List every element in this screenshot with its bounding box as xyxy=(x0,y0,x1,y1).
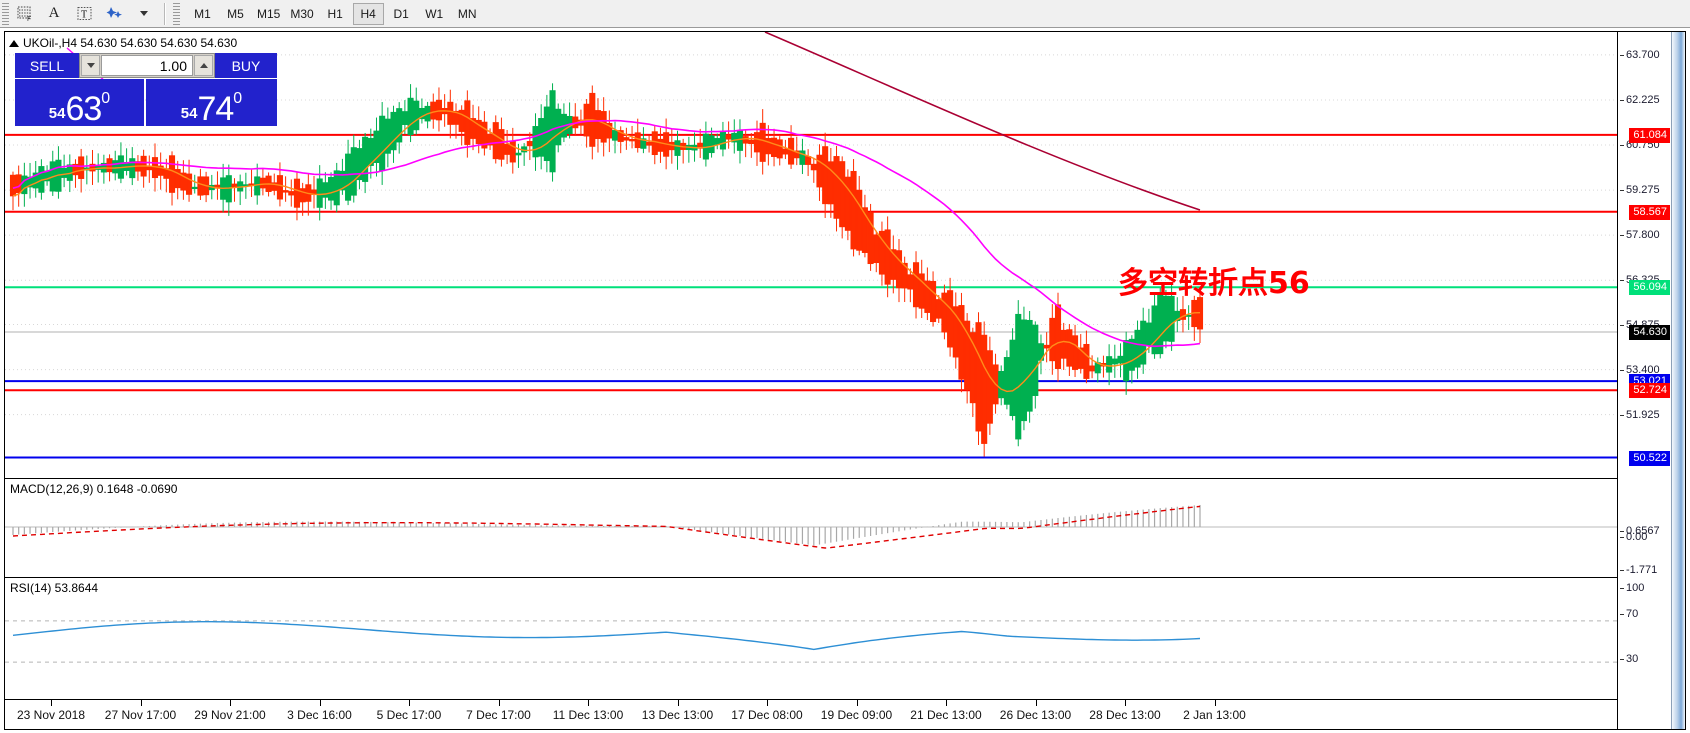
timeframe-d1[interactable]: D1 xyxy=(393,6,409,21)
rsi-tick: 100 xyxy=(1620,581,1670,595)
toolbar-divider xyxy=(164,2,166,25)
indicator-list-icon[interactable]: F xyxy=(9,1,39,27)
time-axis-label: 3 Dec 16:00 xyxy=(287,708,352,722)
time-axis-label: 11 Dec 13:00 xyxy=(552,708,624,722)
buy-price-main: 74 xyxy=(197,90,234,128)
time-axis-label: 28 Dec 13:00 xyxy=(1089,708,1161,722)
svg-text:F: F xyxy=(27,16,31,22)
timeframe-w1[interactable]: W1 xyxy=(425,6,444,21)
macd-label: MACD(12,26,9) 0.1648 -0.0690 xyxy=(10,482,178,496)
macd-pane[interactable]: MACD(12,26,9) 0.1648 -0.0690 xyxy=(5,478,1618,575)
time-tick xyxy=(1214,700,1216,706)
rsi-label: RSI(14) 53.8644 xyxy=(10,581,99,595)
collapse-triangle-icon[interactable] xyxy=(9,39,19,47)
time-axis-label: 29 Nov 21:00 xyxy=(194,708,266,722)
time-axis-label: 27 Nov 17:00 xyxy=(104,708,177,722)
timeframe-m30[interactable]: M30 xyxy=(290,6,314,21)
sell-button[interactable]: SELL xyxy=(15,53,79,78)
timeframe-m15[interactable]: M15 xyxy=(257,6,281,21)
price-tick: 51.925 xyxy=(1620,408,1670,422)
volume-decrease-button[interactable] xyxy=(81,55,100,76)
rsi-plot xyxy=(5,620,1618,663)
time-axis-label: 7 Dec 17:00 xyxy=(466,708,531,722)
chart-annotation-text: 多空转折点56 xyxy=(1118,266,1310,301)
timeframe-grip[interactable] xyxy=(173,2,180,25)
price-tag: 58.567 xyxy=(1629,204,1670,220)
time-axis[interactable]: 23 Nov 2018 27 Nov 17:00 29 Nov 21:00 3 Dec… xyxy=(5,699,1618,730)
volume-increase-button[interactable] xyxy=(194,55,213,76)
time-tick xyxy=(946,700,947,706)
price-tick: 63.700 xyxy=(1620,48,1670,62)
time-axis-label: 17 Dec 08:00 xyxy=(731,708,803,722)
price-candles xyxy=(5,32,1618,459)
price-tag: 52.724 xyxy=(1629,383,1670,399)
time-tick xyxy=(319,700,321,706)
time-axis-label: 23 Nov 2018 xyxy=(16,708,86,722)
price-tick: 62.225 xyxy=(1620,93,1670,107)
volume-stepper[interactable]: 1.00 xyxy=(79,53,215,78)
macd-tick: -1.771 xyxy=(1620,563,1670,577)
time-tick xyxy=(1035,700,1037,706)
price-tick: 57.800 xyxy=(1620,228,1670,242)
svg-text:T: T xyxy=(81,10,87,21)
one-click-trading-panel[interactable]: SELL 1.00 BUY 54 63 0 54 74 0 xyxy=(15,53,277,126)
sell-price-display[interactable]: 54 63 0 xyxy=(15,79,144,126)
sell-price-fraction: 0 xyxy=(101,90,111,107)
time-axis-label: 2 Jan 13:00 xyxy=(1183,708,1246,722)
time-tick xyxy=(140,700,142,706)
volume-input[interactable]: 1.00 xyxy=(101,55,193,76)
toolbar-grip[interactable] xyxy=(2,2,9,25)
macd-plot xyxy=(5,504,1618,549)
macd-tick: 0.00 xyxy=(1620,530,1670,544)
dropdown-arrow-icon[interactable] xyxy=(129,1,159,27)
time-axis-label: 26 Dec 13:00 xyxy=(999,708,1072,722)
rsi-tick: 70 xyxy=(1620,607,1670,621)
time-axis-label: 5 Dec 17:00 xyxy=(376,708,442,722)
text-label-icon[interactable]: A xyxy=(48,5,60,21)
symbol-header: UKOil-,H4 54.630 54.630 54.630 54.630 xyxy=(9,36,237,50)
buy-price-fraction: 0 xyxy=(233,90,243,107)
price-pane[interactable] xyxy=(5,32,1618,475)
time-tick xyxy=(767,700,768,706)
sell-price-integer: 54 xyxy=(48,105,66,122)
timeframe-mn[interactable]: MN xyxy=(457,6,477,21)
time-tick xyxy=(230,700,231,706)
time-axis-label: 21 Dec 13:00 xyxy=(910,708,982,722)
buy-button[interactable]: BUY xyxy=(215,53,277,78)
timeframe-h1[interactable]: H1 xyxy=(327,6,343,21)
rsi-tick: 30 xyxy=(1620,652,1670,666)
symbol-header-text: UKOil-,H4 54.630 54.630 54.630 54.630 xyxy=(23,36,238,50)
rsi-pane[interactable]: RSI(14) 53.8644 xyxy=(5,577,1618,698)
macd-tick: 0.6567 xyxy=(1620,524,1670,538)
chart-frame: UKOil-,H4 54.630 54.630 54.630 54.630 SE… xyxy=(4,31,1686,730)
trade-prices-row: 54 63 0 54 74 0 xyxy=(15,79,277,126)
price-tick: 59.275 xyxy=(1620,183,1670,197)
price-tag: 54.630 xyxy=(1629,325,1670,341)
time-tick xyxy=(51,700,52,706)
time-axis-label: 13 Dec 13:00 xyxy=(641,708,714,722)
time-tick xyxy=(1125,700,1126,706)
trade-controls-row: SELL 1.00 BUY xyxy=(15,53,277,78)
time-tick xyxy=(588,700,589,706)
time-tick xyxy=(856,700,858,706)
buy-price-display[interactable]: 54 74 0 xyxy=(146,79,277,126)
price-tag: 50.522 xyxy=(1629,450,1670,466)
buy-price-integer: 54 xyxy=(180,105,198,122)
price-tag: 61.084 xyxy=(1629,127,1670,143)
time-tick xyxy=(409,700,410,706)
time-axis-label: 19 Dec 09:00 xyxy=(820,708,893,722)
shapes-icon[interactable] xyxy=(99,1,129,27)
price-tick: 53.400 xyxy=(1620,363,1670,377)
timeframe-m5[interactable]: M5 xyxy=(227,6,244,21)
text-object-icon[interactable]: T xyxy=(69,1,99,27)
main-toolbar: F A T M1 M5 M15 M30 H1 H4 D1 W1 MN xyxy=(0,0,1690,28)
timeframe-m1[interactable]: M1 xyxy=(194,6,211,21)
sell-price-main: 63 xyxy=(65,90,102,128)
time-tick xyxy=(498,700,500,706)
timeframe-group: M1 M5 M15 M30 H1 H4 D1 W1 MN xyxy=(186,2,484,25)
time-tick xyxy=(677,700,679,706)
vertical-scrollbar[interactable] xyxy=(1671,32,1685,729)
price-tag: 56.094 xyxy=(1629,280,1670,296)
timeframe-h4[interactable]: H4 xyxy=(352,2,384,25)
